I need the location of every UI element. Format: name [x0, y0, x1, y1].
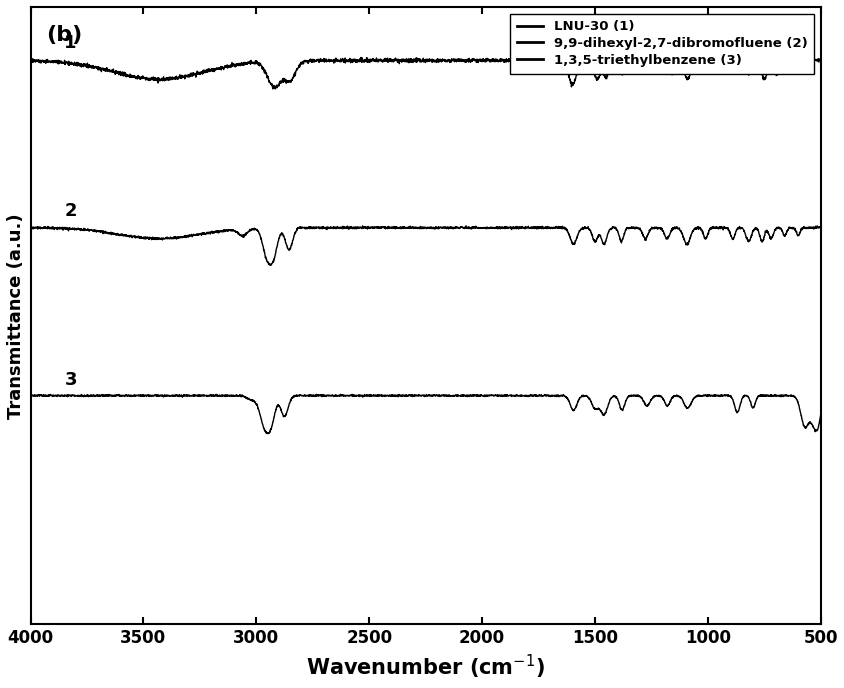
- Text: 1: 1: [64, 34, 77, 52]
- Text: 3: 3: [64, 371, 77, 389]
- X-axis label: Wavenumber (cm$^{-1}$): Wavenumber (cm$^{-1}$): [306, 653, 544, 681]
- Y-axis label: Transmittance (a.u.): Transmittance (a.u.): [7, 213, 25, 418]
- Text: 2: 2: [64, 202, 77, 220]
- Legend: LNU-30 (1), 9,9-dihexyl-2,7-dibromofluene (2), 1,3,5-triethylbenzene (3): LNU-30 (1), 9,9-dihexyl-2,7-dibromofluen…: [510, 14, 814, 74]
- Text: (b): (b): [46, 25, 83, 45]
